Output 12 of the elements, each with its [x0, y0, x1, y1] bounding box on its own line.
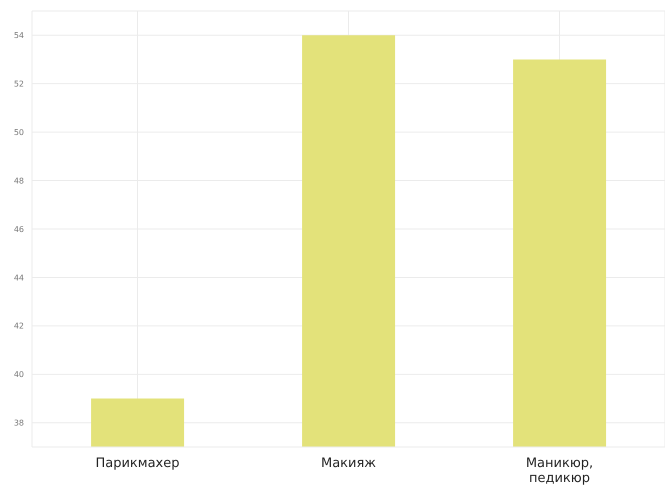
y-tick-label: 46: [14, 224, 24, 234]
y-tick-label: 42: [14, 322, 24, 331]
x-tick-label: Маникюр, педикюр: [526, 456, 594, 486]
y-tick-label: 54: [14, 31, 24, 40]
y-tick-label: 52: [14, 80, 24, 89]
y-tick-label: 44: [14, 273, 24, 282]
y-tick-label: 40: [14, 370, 24, 380]
y-tick-label: 48: [14, 176, 24, 186]
y-tick-label: 38: [14, 418, 24, 428]
x-tick-label: Макияж: [320, 456, 376, 471]
x-tick-label: Парикмахер: [95, 456, 180, 471]
y-tick-label: 50: [14, 128, 24, 137]
